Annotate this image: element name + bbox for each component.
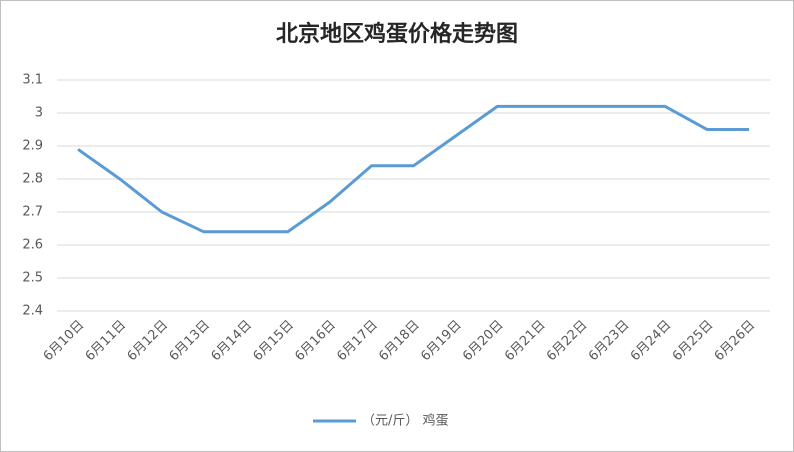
y-tick-label: 2.9: [22, 139, 43, 154]
y-tick-label: 2.8: [22, 172, 43, 187]
y-tick-label: 3: [35, 106, 43, 121]
y-tick-label: 2.6: [22, 238, 43, 253]
series-line: [77, 104, 750, 234]
chart-title: 北京地区鸡蛋价格走势图: [276, 21, 518, 47]
legend-label: （元/斤） 鸡蛋: [362, 413, 449, 429]
y-tick-label: 2.7: [22, 205, 43, 220]
y-tick-label: 2.5: [22, 271, 43, 286]
y-tick-label: 2.4: [22, 304, 43, 319]
y-tick-label: 3.1: [22, 73, 43, 88]
